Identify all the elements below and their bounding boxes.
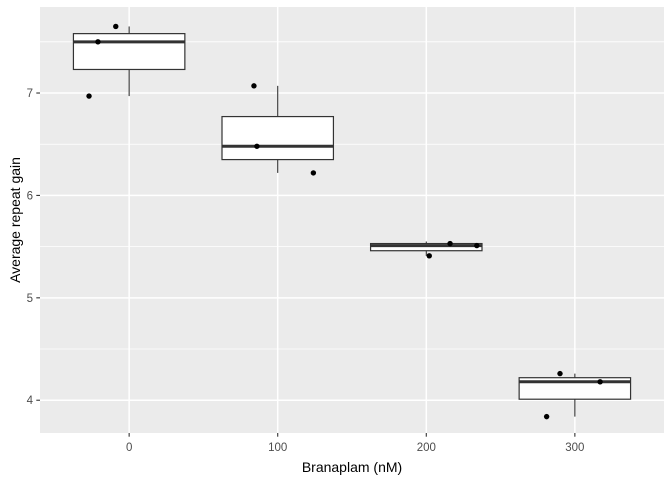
data-point bbox=[447, 240, 453, 247]
data-point bbox=[310, 170, 317, 176]
data-point bbox=[95, 39, 101, 45]
x-tick-label: 300 bbox=[565, 442, 584, 454]
x-tick-label: 200 bbox=[417, 442, 436, 454]
box-100 bbox=[221, 115, 335, 161]
data-point bbox=[543, 413, 550, 420]
data-point bbox=[254, 143, 260, 149]
y-tick-label: 6 bbox=[27, 190, 33, 202]
box-0 bbox=[72, 33, 186, 71]
y-axis-title: Average repeat gain bbox=[7, 157, 23, 283]
x-tick-label: 0 bbox=[126, 442, 132, 454]
y-tick-label: 5 bbox=[27, 293, 33, 305]
data-point bbox=[557, 370, 563, 377]
y-tick-label: 4 bbox=[27, 395, 34, 407]
y-tick-label: 7 bbox=[27, 88, 33, 100]
data-point bbox=[597, 379, 603, 385]
x-tick-label: 100 bbox=[268, 442, 287, 454]
data-point bbox=[426, 253, 432, 259]
box-200 bbox=[369, 242, 483, 252]
data-point bbox=[251, 83, 257, 89]
data-point bbox=[474, 242, 480, 249]
x-axis-title: Branaplam (nM) bbox=[301, 459, 403, 475]
data-point bbox=[113, 23, 119, 30]
data-point bbox=[86, 93, 92, 99]
panel-background bbox=[40, 7, 664, 433]
